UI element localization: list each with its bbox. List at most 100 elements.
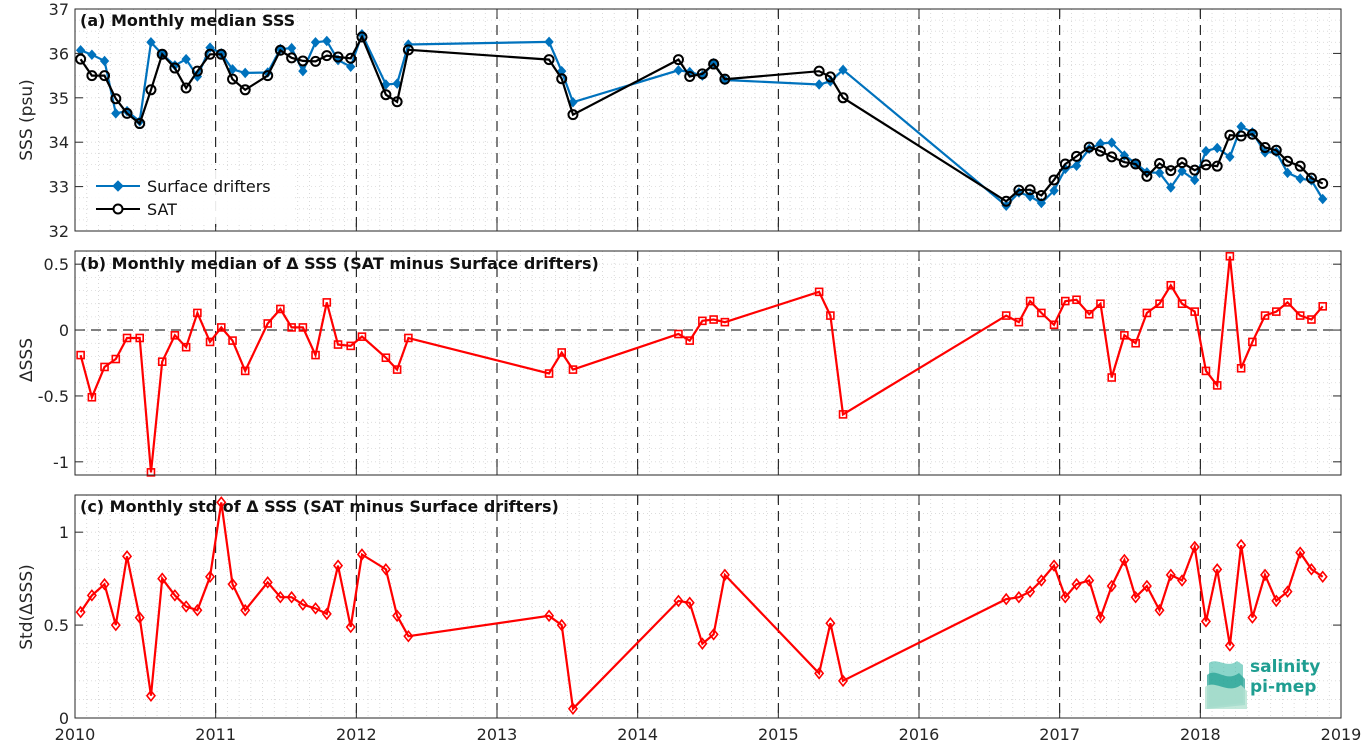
y-tick-label: 32 bbox=[49, 222, 69, 241]
data-point bbox=[75, 605, 86, 619]
x-tick-label: 2015 bbox=[758, 725, 799, 744]
data-point bbox=[205, 337, 215, 347]
data-point bbox=[146, 468, 156, 477]
data-point bbox=[180, 82, 192, 94]
data-point bbox=[322, 35, 332, 47]
data-point bbox=[240, 603, 251, 617]
data-point bbox=[1037, 308, 1046, 318]
data-point bbox=[1282, 585, 1293, 598]
data-point bbox=[1118, 156, 1130, 168]
data-point bbox=[1201, 145, 1211, 157]
data-point bbox=[1059, 158, 1071, 170]
x-tick-label: 2011 bbox=[195, 725, 236, 744]
data-point bbox=[1189, 164, 1201, 176]
data-point bbox=[838, 410, 848, 419]
wave-logo-icon bbox=[1205, 661, 1247, 709]
data-point bbox=[240, 67, 250, 79]
data-point bbox=[111, 354, 121, 364]
data-point bbox=[310, 37, 321, 48]
data-point bbox=[1036, 197, 1047, 209]
data-point bbox=[228, 336, 237, 345]
data-point bbox=[1270, 144, 1282, 156]
data-point bbox=[1212, 381, 1222, 390]
data-point bbox=[1154, 158, 1166, 170]
data-point bbox=[239, 84, 251, 96]
data-point bbox=[814, 287, 824, 297]
data-point bbox=[1120, 331, 1129, 340]
data-point bbox=[1224, 129, 1236, 141]
data-point bbox=[333, 340, 343, 349]
data-point bbox=[1024, 184, 1036, 196]
y-tick-label: -0.5 bbox=[38, 387, 69, 406]
data-point bbox=[404, 333, 413, 343]
legend-label-sat: SAT bbox=[147, 200, 177, 219]
data-point bbox=[1060, 296, 1070, 306]
data-point bbox=[814, 79, 824, 90]
data-point bbox=[1025, 585, 1036, 598]
data-point bbox=[1295, 311, 1305, 320]
panel-c-ylabel: Std(ΔSSS) bbox=[17, 564, 37, 650]
data-point bbox=[557, 348, 567, 357]
data-point bbox=[696, 68, 708, 80]
data-point bbox=[297, 55, 309, 67]
data-point bbox=[381, 353, 391, 363]
legend-marker-sat bbox=[112, 203, 124, 215]
series-line bbox=[79, 502, 1324, 712]
data-point bbox=[1271, 594, 1282, 608]
axes-box bbox=[74, 250, 1342, 476]
data-point bbox=[1083, 141, 1095, 153]
data-point bbox=[1247, 611, 1258, 624]
legend-label-surface-drifters: Surface drifters bbox=[147, 177, 271, 196]
data-point bbox=[1049, 320, 1059, 330]
data-point bbox=[145, 84, 157, 96]
y-tick-label: 35 bbox=[49, 89, 69, 108]
data-point bbox=[1001, 311, 1011, 320]
data-point bbox=[1295, 173, 1305, 184]
data-point bbox=[1235, 130, 1247, 142]
data-point bbox=[814, 667, 825, 680]
data-point bbox=[1000, 195, 1012, 207]
data-point bbox=[1248, 337, 1257, 347]
y-tick-label: 33 bbox=[49, 178, 69, 197]
data-point bbox=[1283, 298, 1292, 307]
data-point bbox=[192, 603, 203, 617]
data-point bbox=[1295, 546, 1306, 559]
y-tick-label: -1 bbox=[53, 453, 69, 472]
data-point bbox=[1095, 611, 1106, 624]
data-point bbox=[1048, 174, 1060, 186]
data-point bbox=[1166, 182, 1176, 193]
data-point bbox=[544, 369, 554, 378]
data-point bbox=[227, 73, 239, 85]
panel-a-ylabel: SSS (psu) bbox=[17, 79, 37, 160]
data-point bbox=[86, 70, 98, 82]
data-point bbox=[392, 365, 402, 374]
x-tick-label: 2010 bbox=[55, 725, 96, 744]
data-point bbox=[673, 594, 684, 608]
x-tick-label: 2014 bbox=[617, 725, 658, 744]
data-point bbox=[1200, 615, 1211, 628]
data-point bbox=[99, 70, 111, 82]
data-point bbox=[1165, 165, 1177, 177]
data-point bbox=[356, 31, 368, 43]
data-point bbox=[262, 70, 274, 82]
data-point bbox=[333, 559, 344, 572]
data-point bbox=[556, 618, 567, 632]
data-point bbox=[1119, 553, 1130, 567]
data-point bbox=[402, 44, 414, 56]
data-point bbox=[837, 92, 849, 104]
data-point bbox=[1190, 307, 1200, 316]
logo-line-1: salinity bbox=[1250, 657, 1321, 677]
data-point bbox=[1013, 590, 1024, 604]
panel-a-series bbox=[75, 29, 1329, 211]
data-point bbox=[193, 308, 202, 318]
data-point bbox=[1318, 193, 1328, 205]
data-point bbox=[298, 323, 308, 332]
data-point bbox=[1189, 540, 1200, 554]
data-point bbox=[824, 71, 836, 83]
data-point bbox=[99, 55, 110, 67]
panel-b-title: (b) Monthly median of Δ SSS (SAT minus S… bbox=[80, 254, 599, 273]
data-point bbox=[1071, 577, 1082, 591]
data-point bbox=[684, 70, 696, 82]
data-point bbox=[380, 563, 391, 576]
data-point bbox=[1246, 128, 1258, 140]
